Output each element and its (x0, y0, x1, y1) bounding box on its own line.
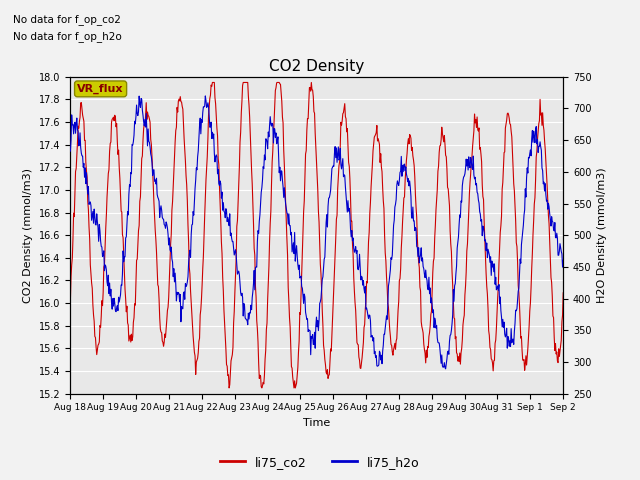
Text: No data for f_op_h2o: No data for f_op_h2o (13, 31, 122, 42)
Text: VR_flux: VR_flux (77, 84, 124, 94)
Title: CO2 Density: CO2 Density (269, 59, 364, 74)
X-axis label: Time: Time (303, 418, 330, 428)
Y-axis label: CO2 Density (mmol/m3): CO2 Density (mmol/m3) (24, 168, 33, 303)
Legend: li75_co2, li75_h2o: li75_co2, li75_h2o (215, 451, 425, 474)
Y-axis label: H2O Density (mmol/m3): H2O Density (mmol/m3) (597, 168, 607, 303)
Text: No data for f_op_co2: No data for f_op_co2 (13, 14, 121, 25)
